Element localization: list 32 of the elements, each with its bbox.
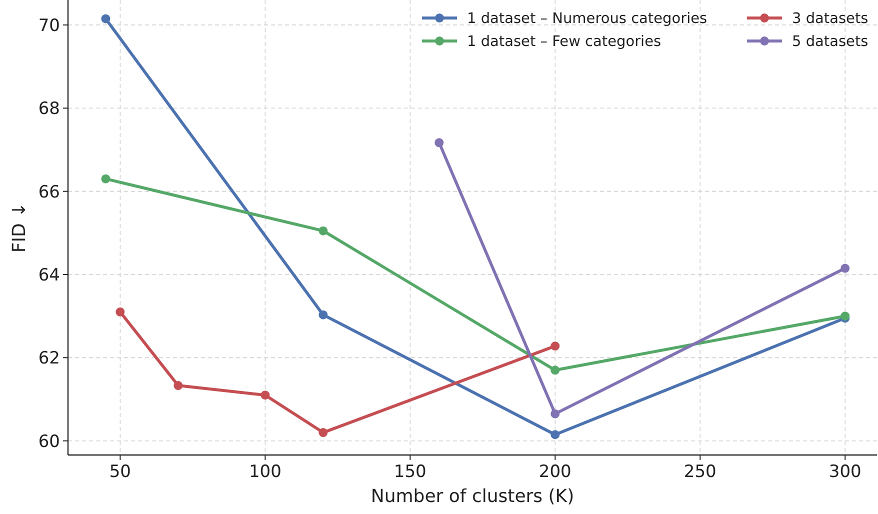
- point: [101, 174, 110, 184]
- point: [116, 307, 125, 316]
- point: [101, 14, 110, 24]
- point: [174, 381, 183, 390]
- point: [318, 428, 328, 438]
- y-tick-label: 64: [38, 265, 60, 286]
- point: [550, 342, 560, 351]
- y-tick-label: 60: [38, 432, 60, 452]
- y-axis-title: FID ↓: [9, 202, 30, 253]
- point: [260, 390, 270, 400]
- point: [318, 226, 328, 236]
- legend-label: 3 datasets: [792, 11, 868, 27]
- x-axis-title: Number of clusters (K): [370, 486, 574, 507]
- point: [318, 310, 328, 320]
- x-tick-label: 100: [248, 462, 282, 482]
- y-tick-label: 62: [38, 348, 60, 369]
- point: [550, 430, 560, 440]
- y-tick-label: 70: [38, 16, 60, 36]
- y-tick-label: 68: [38, 99, 60, 120]
- y-tick-label: 66: [38, 182, 60, 202]
- x-tick-label: 50: [109, 462, 132, 482]
- x-tick-label: 300: [828, 462, 862, 482]
- legend-label: 5 datasets: [792, 34, 868, 50]
- point: [550, 366, 560, 375]
- x-tick-label: 250: [684, 462, 716, 482]
- legend-label: 1 dataset – Numerous categories: [467, 11, 708, 27]
- point: [434, 138, 444, 148]
- x-tick-label: 200: [538, 462, 572, 482]
- x-tick-label: 150: [394, 462, 426, 482]
- point: [840, 264, 850, 273]
- point: [550, 409, 560, 418]
- legend-label: 1 dataset – Few categories: [467, 34, 662, 50]
